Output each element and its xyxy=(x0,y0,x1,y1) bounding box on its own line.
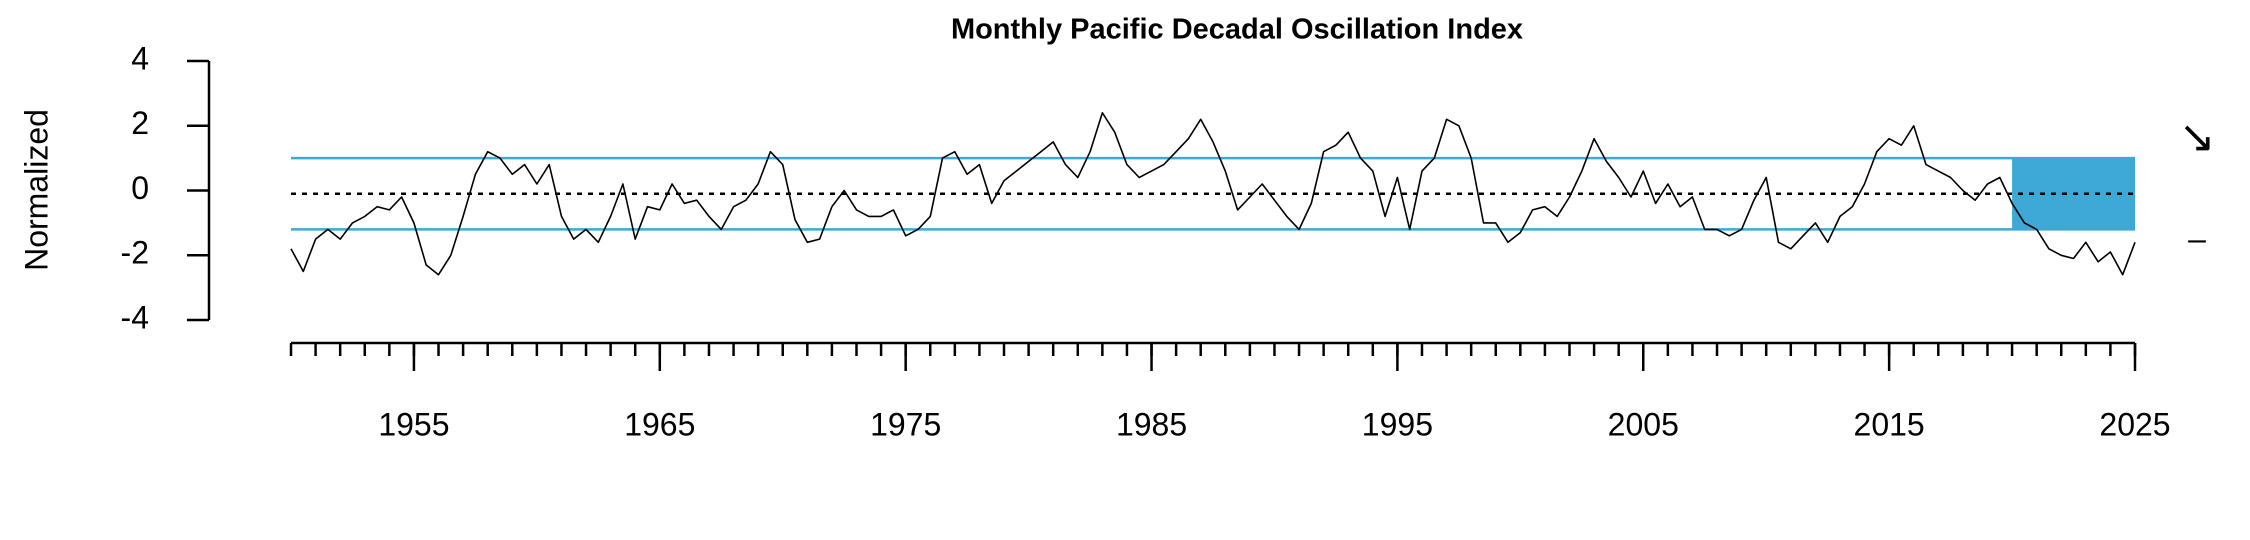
y-axis-label: Normalized xyxy=(18,109,54,271)
x-tick-label: 2015 xyxy=(1854,406,1925,442)
y-tick-label: 2 xyxy=(131,105,149,141)
x-tick-label: 1965 xyxy=(624,406,695,442)
x-tick-label: 2005 xyxy=(1608,406,1679,442)
chart-title: Monthly Pacific Decadal Oscillation Inde… xyxy=(951,14,1523,46)
x-tick-label: 1985 xyxy=(1116,406,1187,442)
trend-symbol: ↘ xyxy=(2179,113,2216,162)
x-tick-label: 1955 xyxy=(378,406,449,442)
x-tick-label: 1975 xyxy=(870,406,941,442)
y-tick-label: -2 xyxy=(121,235,149,271)
y-tick-label: -4 xyxy=(121,299,149,335)
level-symbol: – xyxy=(2188,220,2206,256)
x-tick-label: 2025 xyxy=(2099,406,2170,442)
x-tick-label: 1995 xyxy=(1362,406,1433,442)
y-tick-label: 0 xyxy=(131,170,149,206)
pdo-line xyxy=(290,112,2136,276)
y-tick-label: 4 xyxy=(131,40,149,76)
